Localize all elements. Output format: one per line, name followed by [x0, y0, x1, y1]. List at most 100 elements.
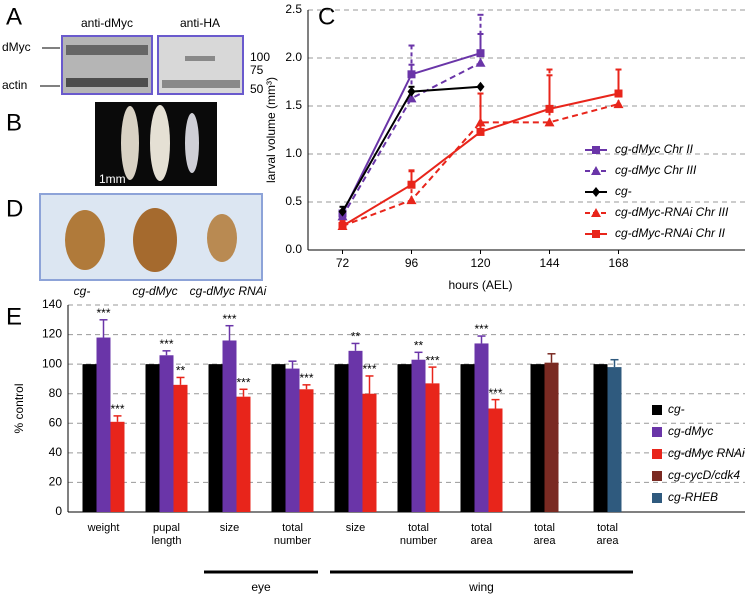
bar — [145, 364, 160, 512]
scale-label: 1mm — [99, 172, 126, 186]
legend-label: cg-dMyc-RNAi Chr III — [615, 205, 729, 219]
size-marker: 100 — [250, 50, 270, 64]
bar — [474, 343, 489, 512]
group-label: eye — [251, 580, 271, 594]
bar — [271, 364, 286, 512]
legend-swatch — [652, 427, 662, 437]
x-tick-label: 96 — [405, 256, 419, 270]
larva — [150, 105, 170, 181]
marker — [613, 99, 624, 109]
genotype-label: cg- — [74, 284, 91, 298]
bar — [530, 364, 545, 512]
y-tick-label: 1.0 — [285, 146, 302, 160]
legend-swatch — [652, 405, 662, 415]
x-tick-label: 120 — [470, 256, 490, 270]
y-tick-label: 120 — [42, 327, 62, 341]
marker — [545, 104, 554, 113]
y-axis-label: % control — [12, 383, 26, 433]
band-label: dMyc — [2, 40, 31, 54]
significance: ** — [414, 338, 424, 352]
legend-label: cg-dMyc Chr III — [615, 163, 697, 177]
antibody-label: anti-HA — [180, 16, 220, 30]
x-tick-label: total number — [273, 522, 312, 547]
marker — [591, 166, 601, 175]
size-marker: 75 — [250, 63, 264, 77]
marker — [592, 230, 600, 238]
significance: *** — [236, 375, 250, 389]
bar — [82, 364, 97, 512]
bar — [173, 384, 188, 512]
bar — [236, 396, 251, 512]
bar — [299, 389, 314, 512]
x-tick-label: 72 — [336, 256, 350, 270]
bar — [208, 364, 223, 512]
genotype-label: cg-dMyc — [132, 284, 177, 298]
marker — [592, 146, 600, 154]
band-label: actin — [2, 78, 27, 92]
larva — [185, 113, 199, 173]
legend-label: cg-RHEB — [668, 490, 718, 504]
y-tick-label: 1.5 — [285, 98, 302, 112]
y-tick-label: 40 — [49, 445, 63, 459]
marker — [475, 57, 486, 67]
x-tick-label: weight — [87, 522, 120, 534]
significance: *** — [96, 306, 110, 320]
x-tick-label: total area — [533, 522, 556, 547]
marker — [338, 206, 347, 217]
panel-letter: D — [6, 195, 23, 222]
bar — [397, 364, 412, 512]
bar — [607, 367, 622, 512]
legend-label: cg-cycD/cdk4 — [668, 468, 740, 482]
fly — [133, 208, 177, 272]
y-tick-label: 2.0 — [285, 50, 302, 64]
x-tick-label: total number — [399, 522, 438, 547]
bar — [593, 364, 608, 512]
bar — [425, 383, 440, 512]
x-tick-label: total area — [470, 522, 493, 547]
x-axis-label: hours (AEL) — [448, 278, 512, 292]
larva — [121, 106, 139, 180]
significance: *** — [488, 386, 502, 400]
fly — [65, 210, 105, 270]
significance: ** — [351, 330, 361, 344]
y-tick-label: 140 — [42, 297, 62, 311]
bar — [159, 355, 174, 512]
antibody-label: anti-dMyc — [81, 16, 133, 30]
significance: *** — [362, 362, 376, 376]
marker — [407, 86, 416, 97]
x-tick-label: total area — [596, 522, 619, 547]
panel-letter: E — [6, 303, 22, 330]
significance: *** — [299, 371, 313, 385]
legend-swatch — [652, 471, 662, 481]
panel-letter: B — [6, 109, 22, 136]
y-axis-label: larval volume (mm³) — [264, 77, 278, 183]
group-label: wing — [468, 580, 494, 594]
bar — [110, 421, 125, 512]
panel-letter: A — [6, 3, 22, 30]
marker — [614, 89, 623, 98]
marker — [407, 180, 416, 189]
band — [66, 78, 148, 87]
marker — [476, 127, 485, 136]
y-tick-label: 0 — [55, 504, 62, 518]
bar — [222, 340, 237, 512]
bar — [488, 408, 503, 512]
y-tick-label: 0.5 — [285, 194, 302, 208]
legend-label: cg-dMyc-RNAi Chr II — [615, 226, 726, 240]
fly — [207, 214, 237, 262]
marker — [476, 81, 485, 92]
band — [66, 45, 148, 55]
y-tick-label: 100 — [42, 356, 62, 370]
bar — [96, 337, 111, 512]
legend-swatch — [652, 493, 662, 503]
marker — [406, 195, 417, 205]
band — [162, 80, 240, 88]
bar — [362, 393, 377, 512]
bar — [411, 359, 426, 512]
x-tick-label: size — [219, 522, 240, 534]
legend-label: cg-dMyc RNAi — [668, 446, 745, 460]
legend-label: cg- — [615, 184, 632, 198]
marker — [406, 93, 417, 103]
